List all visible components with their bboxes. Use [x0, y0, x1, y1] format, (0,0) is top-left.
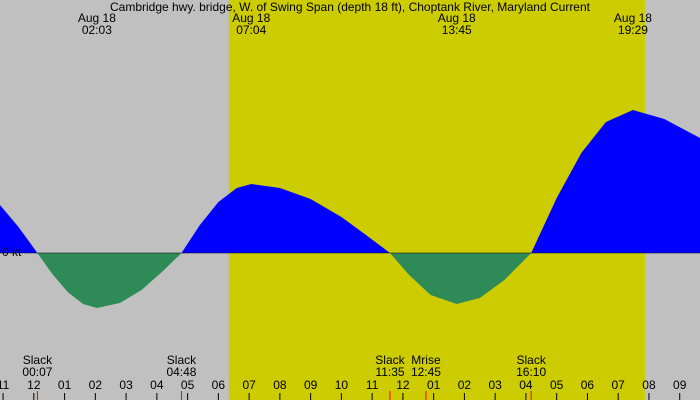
x-tick-label: 02 [89, 378, 103, 392]
peak-date: Aug 18 [614, 11, 652, 25]
peak-date: Aug 18 [78, 11, 116, 25]
event-label: Slack [167, 353, 197, 367]
x-tick-label: 03 [488, 378, 502, 392]
x-tick-label: 12 [27, 378, 41, 392]
zero-label: 0 kt [2, 245, 22, 259]
event-label: Slack [516, 353, 546, 367]
x-tick-label: 06 [581, 378, 595, 392]
x-tick-label: 04 [519, 378, 533, 392]
peak-time: 13:45 [442, 23, 472, 37]
event-time: 11:35 [375, 365, 404, 379]
x-tick-label: 10 [335, 378, 349, 392]
chart-title: Cambridge hwy. bridge, W. of Swing Span … [110, 0, 591, 14]
event-label: Slack [375, 353, 405, 367]
x-tick-label: 09 [304, 378, 318, 392]
x-tick-label: 11 [366, 378, 379, 392]
x-tick-label: 04 [150, 378, 164, 392]
peak-time: 07:04 [236, 23, 266, 37]
x-tick-label: 05 [181, 378, 195, 392]
x-tick-label: 08 [642, 378, 656, 392]
x-tick-label: 11 [0, 378, 10, 392]
x-tick-label: 08 [273, 378, 287, 392]
x-tick-label: 09 [673, 378, 687, 392]
x-tick-label: 06 [212, 378, 226, 392]
event-time: 12:45 [411, 365, 441, 379]
plot [0, 110, 700, 308]
current-area [0, 110, 700, 308]
peak-date: Aug 18 [232, 11, 270, 25]
x-tick-label: 01 [427, 378, 441, 392]
peak-date: Aug 18 [438, 11, 476, 25]
event-label: Slack [23, 353, 53, 367]
x-tick-label: 01 [58, 378, 72, 392]
peak-time: 19:29 [618, 23, 648, 37]
event-label: Mrise [411, 353, 441, 367]
event-time: 16:10 [516, 365, 546, 379]
x-tick-label: 07 [242, 378, 256, 392]
x-tick-label: 07 [612, 378, 626, 392]
x-tick-label: 02 [458, 378, 472, 392]
event-time: 00:07 [22, 365, 52, 379]
x-tick-label: 05 [550, 378, 564, 392]
event-time: 04:48 [166, 365, 196, 379]
x-tick-label: 12 [396, 378, 410, 392]
x-tick-label: 03 [119, 378, 133, 392]
peak-time: 02:03 [82, 23, 112, 37]
